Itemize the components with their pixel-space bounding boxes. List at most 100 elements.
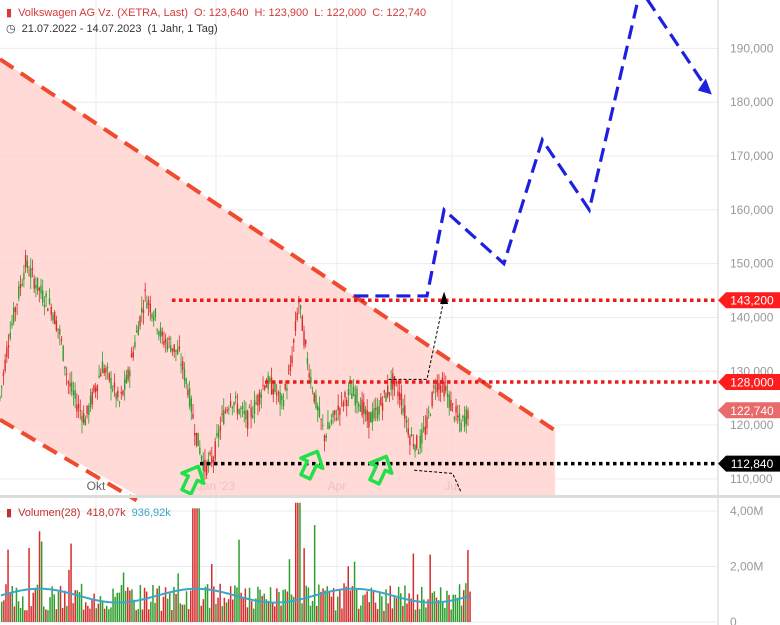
volume-bar (286, 591, 289, 622)
volume-bar (406, 603, 408, 622)
volume-bar (202, 599, 205, 622)
volume-bar (332, 588, 335, 622)
annotation-arrowhead (440, 291, 449, 304)
candle-body (71, 381, 73, 392)
volume-bar (156, 588, 158, 622)
volume-bar (59, 585, 62, 622)
volume-bar (370, 587, 373, 622)
projection-arrowhead (697, 78, 712, 95)
volume-bar (427, 599, 429, 622)
candle-body (369, 412, 372, 423)
volume-bar (454, 594, 457, 622)
volume-bar (129, 590, 131, 622)
candle-body (88, 405, 90, 415)
candle-body (428, 411, 430, 413)
volume-bar (11, 585, 13, 622)
candle-body (318, 407, 321, 417)
volume-bar (303, 548, 305, 622)
annotation-dashed-line (414, 469, 462, 493)
candle-body (195, 432, 198, 446)
volume-bar (253, 608, 255, 622)
candle-body (294, 321, 297, 332)
candle-body (55, 320, 58, 331)
volume-bar (166, 598, 169, 622)
volume-bar (217, 597, 219, 622)
volume-bar (219, 583, 221, 622)
candle-body (60, 339, 63, 341)
price-level-label: 143,200 (730, 294, 774, 308)
candle-body (226, 409, 228, 412)
volume-bar (45, 609, 47, 622)
candle-body (315, 394, 317, 408)
candle-body (340, 396, 343, 398)
candle-body (117, 390, 119, 398)
candle-body (467, 410, 469, 420)
volume-bar (244, 588, 247, 622)
volume-bar (187, 609, 190, 622)
candle-body (43, 304, 46, 308)
candle-body (407, 428, 409, 436)
candle-body (149, 303, 152, 313)
candle-body (410, 434, 413, 437)
volume-bar (26, 610, 28, 622)
volume-bar (393, 596, 396, 622)
candle-body (421, 429, 423, 444)
candle-body (337, 405, 339, 411)
volume-bar (139, 584, 142, 622)
candle-body (246, 410, 249, 429)
price-level-label: 128,000 (730, 376, 774, 390)
candle-body (96, 385, 99, 391)
candle-body (412, 444, 415, 447)
volume-bar (135, 610, 137, 622)
candle-body (231, 406, 233, 409)
volume-bar (337, 596, 339, 622)
candle-body (84, 419, 87, 426)
candle-body (14, 307, 17, 313)
candle-body (26, 260, 29, 269)
candle-body (281, 395, 283, 401)
volume-bar (177, 573, 179, 622)
candle-body (106, 367, 109, 369)
volume-bar (238, 539, 240, 622)
volume-bar (169, 591, 171, 622)
candle-body (94, 387, 97, 393)
candle-body (375, 408, 377, 410)
candle-body (115, 393, 117, 400)
volume-bar (131, 589, 133, 622)
volume-bar (215, 603, 217, 622)
candle-body (212, 459, 215, 463)
volume-bar (145, 591, 148, 622)
candle-body (313, 392, 315, 402)
volume-bar (307, 587, 310, 622)
volume-bar (246, 607, 249, 622)
volume-bar (17, 601, 20, 622)
candle-body (395, 380, 397, 384)
volume-bar (242, 598, 244, 622)
candle-body (216, 433, 218, 437)
candle-body (457, 415, 459, 418)
green-arrow-icon (299, 449, 325, 481)
volume-bar (179, 603, 181, 622)
candle-body (368, 412, 370, 428)
volume-bar (381, 596, 383, 622)
volume-bar (269, 587, 272, 622)
volume-bar (76, 590, 79, 622)
clock-icon[interactable]: ◷ (6, 23, 16, 35)
candle-body (344, 392, 346, 398)
volume-bar (7, 549, 9, 622)
volume-bar (374, 602, 377, 622)
volume-bar (334, 610, 337, 622)
candle-body (351, 393, 353, 399)
green-arrow-icon (368, 454, 394, 486)
ohlc-low: L: 122,000 (314, 7, 367, 19)
candle-body (405, 420, 408, 423)
volume-bar (368, 602, 370, 622)
chart-type-icon[interactable]: ▮ (6, 7, 13, 19)
candle-body (48, 298, 51, 304)
candle-body (53, 311, 56, 325)
volume-bar (108, 609, 110, 622)
last-price-label: 122,740 (730, 404, 774, 418)
volume-bar (297, 502, 299, 622)
candle-body (383, 390, 385, 393)
candle-body (91, 391, 93, 405)
